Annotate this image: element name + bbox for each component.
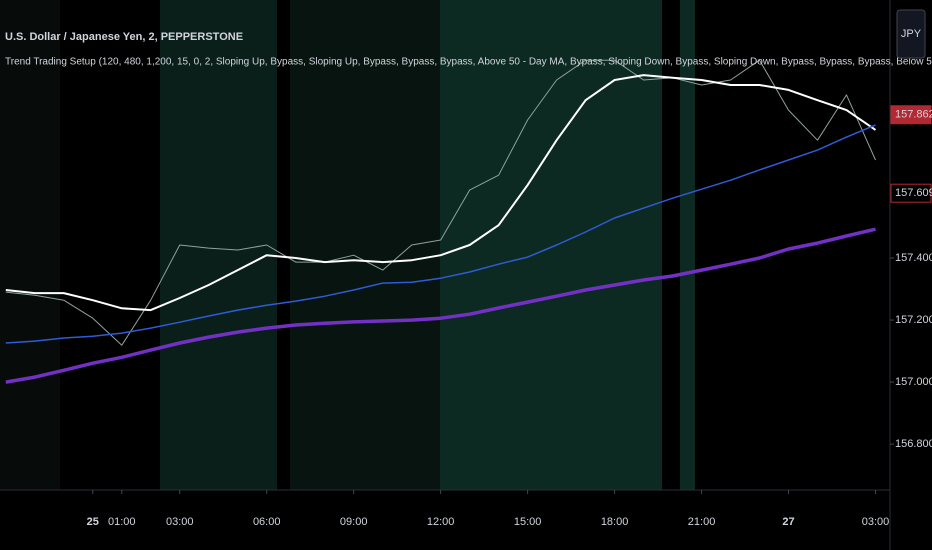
axes: 156.800 157.000 157.200 157.400 25 01:00 03:00…: [87, 105, 932, 528]
y-tick-label: 157.400: [895, 252, 932, 264]
shade: [290, 0, 440, 490]
x-tick-label: 03:00: [166, 516, 194, 528]
x-tick-label: 06:00: [253, 516, 281, 528]
currency-button[interactable]: [896, 9, 926, 59]
y-tick-label: 156.800: [895, 438, 932, 450]
chart-title: U.S. Dollar / Japanese Yen, 2, PEPPERSTO…: [5, 31, 243, 43]
x-tick-label: 15:00: [514, 516, 542, 528]
x-tick-label: 09:00: [340, 516, 368, 528]
x-tick-label: 03:00: [862, 516, 890, 528]
plot: [5, 59, 877, 384]
price-label: 157.862: [895, 109, 932, 121]
y-tick-label: 157.200: [895, 314, 932, 326]
series-line: [5, 124, 876, 344]
x-tick-label: 12:00: [427, 516, 455, 528]
series-line: [5, 74, 877, 312]
series-line: [5, 59, 876, 346]
series-line: [5, 227, 876, 384]
shade: [680, 0, 695, 490]
x-tick-label: 27: [782, 516, 794, 528]
price-axis: [890, 0, 932, 550]
y-tick-label: 157.000: [895, 376, 932, 388]
session-shading: [0, 0, 695, 490]
indicator-label: Trend Trading Setup (120, 480, 1,200, 15…: [5, 57, 932, 68]
price-label-box: [890, 105, 932, 125]
shade: [440, 0, 662, 490]
currency-button-label[interactable]: JPY: [901, 28, 922, 40]
x-tick-label: 21:00: [688, 516, 716, 528]
shade: [0, 0, 60, 490]
shade: [160, 0, 277, 490]
price-label-box: [890, 183, 932, 203]
x-tick-label: 18:00: [601, 516, 629, 528]
price-label: 157.609: [895, 187, 932, 199]
x-tick-label: 25: [87, 516, 99, 528]
x-tick-label: 01:00: [108, 516, 136, 528]
